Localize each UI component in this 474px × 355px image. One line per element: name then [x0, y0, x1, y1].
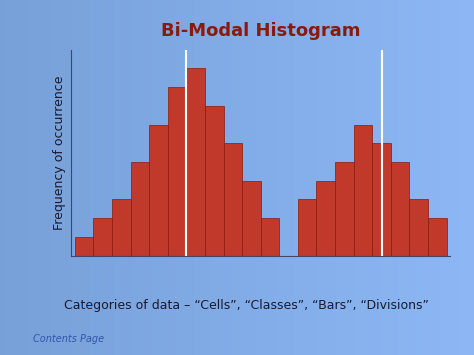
Bar [391, 162, 410, 256]
Bar [242, 181, 261, 256]
Bar [224, 143, 242, 256]
Bar [112, 200, 130, 256]
Y-axis label: Frequency of occurrence: Frequency of occurrence [53, 75, 65, 230]
Bar [335, 162, 354, 256]
Bar [168, 87, 186, 256]
Bar [75, 237, 93, 256]
Bar [354, 125, 372, 256]
Title: Bi-Modal Histogram: Bi-Modal Histogram [161, 22, 360, 40]
Bar [205, 106, 224, 256]
Bar [298, 200, 317, 256]
Bar [261, 218, 279, 256]
Bar [130, 162, 149, 256]
Bar [149, 125, 168, 256]
Text: Contents Page: Contents Page [33, 334, 104, 344]
Bar [317, 181, 335, 256]
Bar [93, 218, 112, 256]
Text: Categories of data – “Cells”, “Classes”, “Bars”, “Divisions”: Categories of data – “Cells”, “Classes”,… [64, 299, 429, 312]
Bar [186, 69, 205, 256]
Bar [410, 200, 428, 256]
Bar [372, 143, 391, 256]
Bar [428, 218, 447, 256]
